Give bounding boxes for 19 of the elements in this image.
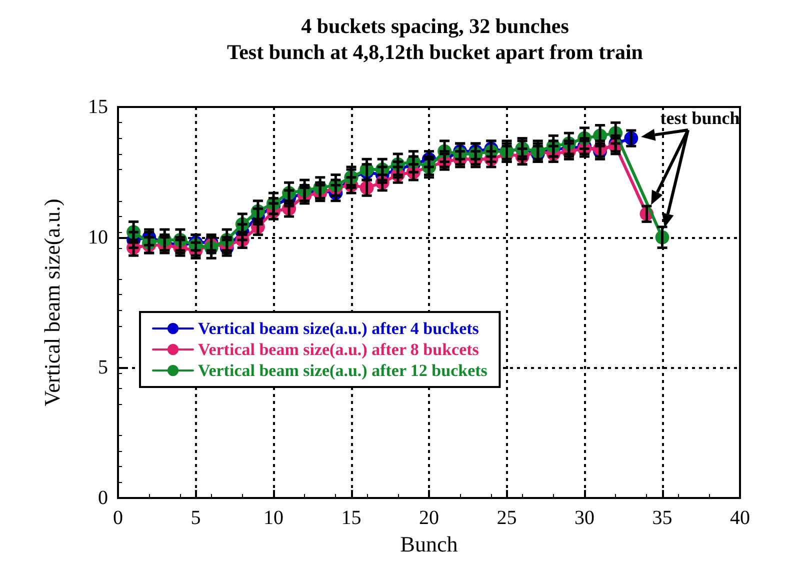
y-tick-label: 0: [98, 487, 108, 509]
x-tick-label: 30: [574, 507, 594, 529]
legend-label: Vertical beam size(a.u.) after 8 bukcets: [198, 340, 480, 359]
x-tick-label: 40: [730, 507, 750, 529]
y-axis-title: Vertical beam size(a.u.): [40, 198, 64, 406]
chart-title: 4 buckets spacing, 32 bunches Test bunch at 4,8,12th bucket apart from train: [227, 14, 644, 64]
x-tick-label: 20: [419, 507, 439, 529]
x-tick-label: 10: [264, 507, 284, 529]
legend-label: Vertical beam size(a.u.) after 12 buckets: [198, 361, 488, 380]
y-tick-label: 5: [98, 356, 108, 379]
x-axis-title: Bunch: [400, 531, 458, 556]
x-tick-label: 25: [496, 507, 517, 529]
x-tick-label: 35: [652, 507, 672, 529]
x-tick-label: 5: [190, 507, 201, 529]
x-tick-label: 15: [341, 507, 362, 529]
legend-label: Vertical beam size(a.u.) after 4 buckets: [198, 319, 480, 338]
x-tick-label: 0: [113, 507, 123, 529]
y-tick-label: 15: [88, 96, 108, 118]
y-tick-label: 10: [88, 226, 108, 248]
